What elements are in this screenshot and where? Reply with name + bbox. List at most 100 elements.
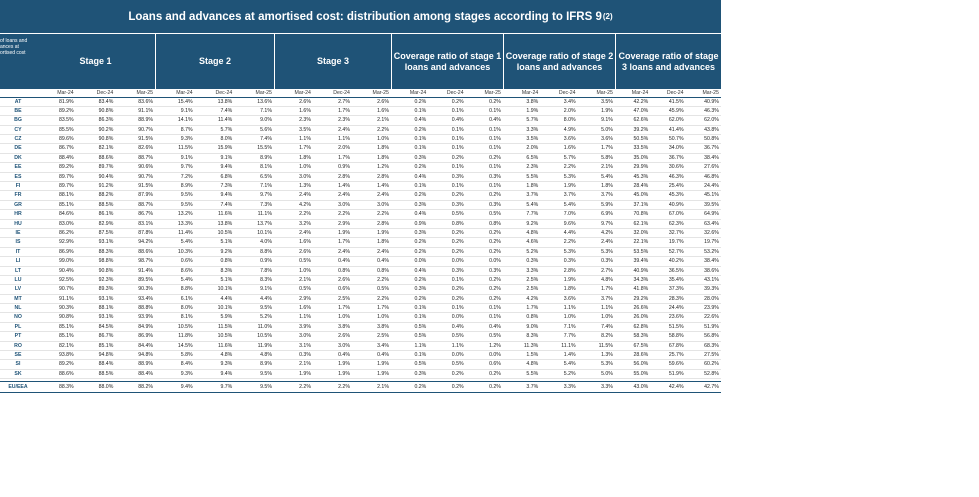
row-label: IS <box>15 239 21 246</box>
table-cell: 6.5% <box>260 173 272 180</box>
row-label: NL <box>14 305 22 312</box>
table-cell: 62.0% <box>704 117 719 124</box>
table-cell: 83.0% <box>58 220 74 227</box>
table-cell: 11.0% <box>257 323 272 330</box>
table-cell: Dec-24 <box>446 90 464 96</box>
table-cell: 11.1% <box>257 211 272 218</box>
table-cell: 9.4% <box>220 370 233 377</box>
table-cell: 3.0% <box>338 201 350 208</box>
table-cell: 85.1% <box>98 342 114 349</box>
table-cell: 0.1% <box>414 145 427 152</box>
table-cell: 11.6% <box>217 342 233 349</box>
table-cell: 0.2% <box>489 192 501 199</box>
table-cell: 87.8% <box>138 229 153 236</box>
table-cell: 15.9% <box>217 145 233 152</box>
table-cell: 23.6% <box>668 314 684 321</box>
table-cell: 0.5% <box>299 258 311 265</box>
table-cell: 3.8% <box>377 323 389 330</box>
table-cell: 89.2% <box>58 107 74 114</box>
table-cell: 2.3% <box>526 164 539 171</box>
table-cell: 2.6% <box>299 98 311 105</box>
table-cell: 9.4% <box>180 384 193 391</box>
table-cell: 43.1% <box>704 276 719 283</box>
table-cell: 94.8% <box>98 352 114 359</box>
table-row: LT 90.4% 90.8% 91.4% 8.6% 8.3% 7.8% 1.0% 0.8% 0.8… <box>0 267 721 276</box>
table-cell: 91.1% <box>138 107 153 114</box>
table-cell: 85.5% <box>58 126 74 133</box>
table-cell: 9.4% <box>220 164 233 171</box>
table-cell: 2.2% <box>377 295 389 302</box>
table-cell: 0.1% <box>489 136 501 143</box>
table-cell: 88.5% <box>98 370 114 377</box>
table-cell: 0.2% <box>489 295 501 302</box>
table-cell: 92.3% <box>98 276 114 283</box>
table-cell: 0.6% <box>180 258 193 265</box>
table-cell: 1.7% <box>377 305 389 312</box>
table-cell: 6.1% <box>180 295 193 302</box>
table-cell: 40.9% <box>668 201 684 208</box>
table-cell: 0.4% <box>451 323 464 330</box>
table-cell: 0.1% <box>414 107 427 114</box>
table-cell: 86.1% <box>98 211 114 218</box>
table-cell: 9.1% <box>260 286 272 293</box>
table-cell: 56.8% <box>704 333 719 340</box>
table-cell: 9.1% <box>180 154 193 161</box>
table-cell: 0.3% <box>414 201 427 208</box>
table-cell: 5.6% <box>260 126 272 133</box>
table-cell: 46.3% <box>668 173 684 180</box>
table-cell: 37.1% <box>633 201 649 208</box>
table-cell: 0.1% <box>414 352 427 359</box>
table-cell: 0.1% <box>451 305 464 312</box>
table-cell: 1.6% <box>299 305 311 312</box>
table-cell: 91.4% <box>138 267 153 274</box>
table-cell: 90.8% <box>98 136 114 143</box>
table-cell: 90.4% <box>58 267 74 274</box>
table-cell: 3.7% <box>563 192 576 199</box>
table-cell: 58.8% <box>668 333 684 340</box>
table-cell: 4.4% <box>563 229 576 236</box>
row-label: CZ <box>14 136 22 143</box>
table-cell: 5.4% <box>563 201 576 208</box>
table-row: BE 89.2% 90.8% 91.1% 9.1% 7.4% 7.1% 1.6% 1.7% 1.6… <box>0 107 721 117</box>
table-cell: 8.0% <box>180 305 193 312</box>
table-cell: 2.0% <box>526 145 539 152</box>
table-cell: 90.8% <box>98 267 114 274</box>
table-cell: 32.0% <box>633 229 649 236</box>
table-cell: Dec-24 <box>215 90 233 96</box>
table-cell: 0.1% <box>414 314 427 321</box>
table-cell: 11.1% <box>561 342 576 349</box>
table-cell: 38.6% <box>704 267 719 274</box>
table-cell: 2.2% <box>377 126 389 133</box>
table-cell: 13.3% <box>177 220 193 227</box>
table-cell: 5.4% <box>526 201 539 208</box>
row-label: LT <box>15 267 21 274</box>
table-cell: 3.8% <box>526 98 539 105</box>
table-cell: 7.0% <box>563 211 576 218</box>
table-cell: 9.7% <box>601 220 613 227</box>
table-cell: 0.3% <box>414 154 427 161</box>
table-cell: 93.9% <box>138 314 153 321</box>
table-cell: Mar-24 <box>176 90 193 96</box>
table-cell: 0.1% <box>414 183 427 190</box>
table-cell: 7.1% <box>260 183 272 190</box>
table-cell: 5.3% <box>563 248 576 255</box>
table-cell: 7.7% <box>563 333 576 340</box>
table-cell: 9.2% <box>220 248 233 255</box>
table-cell: 9.5% <box>180 192 193 199</box>
table-cell: 0.4% <box>338 352 350 359</box>
table-cell: 0.1% <box>451 183 464 190</box>
table-cell: 40.9% <box>633 267 649 274</box>
table-cell: 45.3% <box>668 192 684 199</box>
table-row: HR 84.6% 86.1% 86.7% 13.2% 11.6% 11.1% 2.2% 2.2%… <box>0 210 721 220</box>
table-cell: 30.6% <box>668 164 684 171</box>
table-cell: 1.8% <box>563 286 576 293</box>
table-cell: 53.2% <box>704 248 719 255</box>
table-row: BG 83.5% 86.3% 88.9% 14.1% 11.4% 9.0% 2.3% 2.3% 2… <box>0 116 721 126</box>
table-cell: 10.1% <box>257 229 272 236</box>
table-cell: 1.0% <box>299 164 311 171</box>
table-cell: 1.0% <box>563 314 576 321</box>
table-cell: 67.0% <box>668 211 684 218</box>
table-cell: 10.1% <box>217 286 233 293</box>
table-cell: 93.4% <box>138 295 153 302</box>
table-cell: 0.0% <box>451 352 464 359</box>
